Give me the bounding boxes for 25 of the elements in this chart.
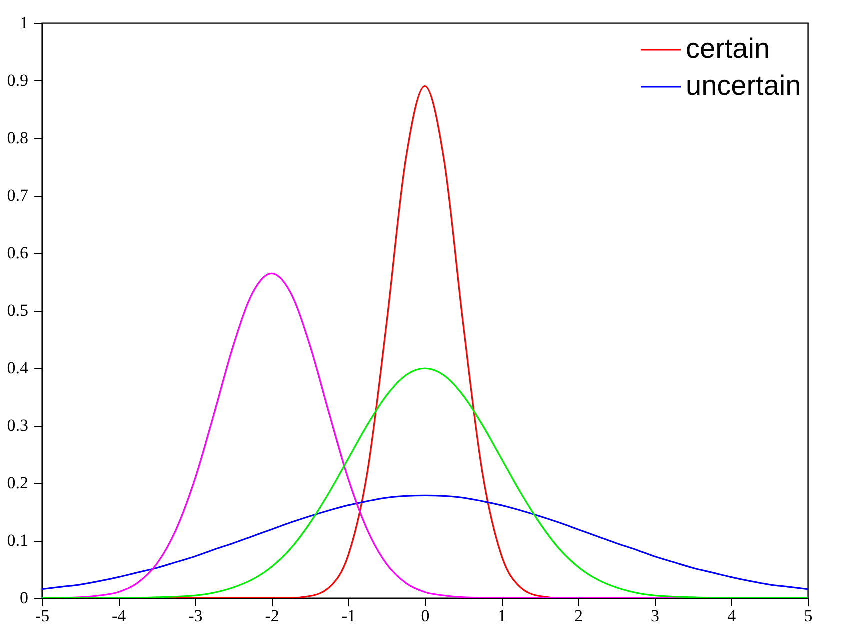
y-tick-label: 0.7 [7,186,29,205]
y-tick-label: 0.2 [7,474,28,492]
y-tick-label: 0.1 [7,531,28,550]
y-tick-label: 0.8 [7,128,28,148]
y-tick-label: 0.9 [7,71,28,90]
x-tick-label: 1 [498,606,506,626]
x-tick-label: -5 [35,606,50,626]
y-tick-label: 0.4 [7,358,29,378]
y-tick-label: 0.3 [7,416,28,435]
y-tick-label: 1 [20,14,28,32]
x-tick-label: -1 [342,606,356,626]
x-tick-label: 3 [651,606,660,626]
x-tick-label: 0 [421,606,430,626]
x-tick-label: -3 [188,606,203,626]
x-tick-label: -4 [112,606,127,626]
x-tick-label: -2 [265,606,280,626]
x-tick-label: 4 [728,606,737,626]
x-tick-label: 2 [574,606,583,626]
legend-label: uncertain [686,70,802,101]
x-tick-label: 5 [804,606,813,626]
y-tick-label: 0 [20,588,28,608]
y-tick-label: 0.6 [7,244,28,262]
legend-label: certain [686,33,770,64]
line-series [42,494,808,590]
y-tick-label: 0.5 [7,301,28,320]
